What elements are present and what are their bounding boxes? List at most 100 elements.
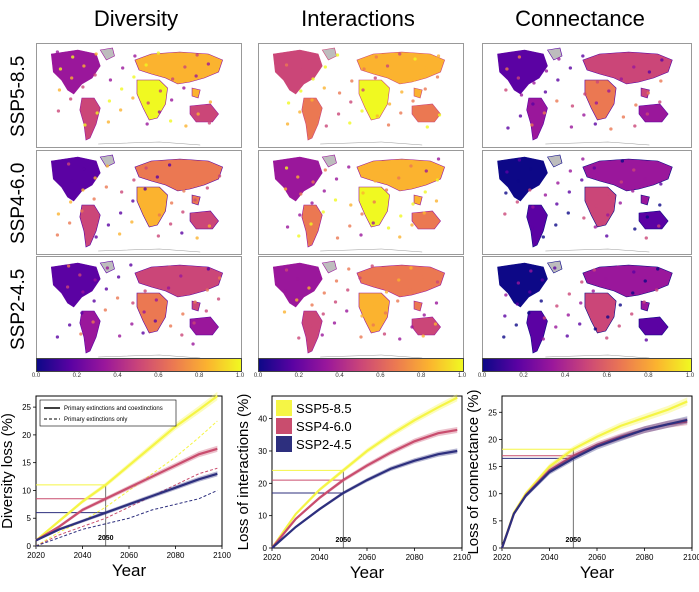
map-cell [335, 236, 340, 240]
map-cell [619, 77, 623, 81]
x-tick-label: 2040 [541, 553, 559, 562]
map-cell [323, 168, 327, 172]
map-cell [605, 234, 609, 238]
x-tick-label: 2080 [406, 553, 424, 562]
map-cell [58, 67, 63, 71]
landmass [413, 300, 423, 312]
map-cell [605, 336, 609, 340]
map-cell [503, 212, 507, 216]
map-cell [295, 298, 299, 302]
map-cell [371, 221, 375, 225]
map-cell [170, 98, 174, 102]
map-cell [309, 324, 313, 328]
map-cell [556, 78, 560, 82]
map-cell [181, 210, 185, 214]
y-tick-label: 40 [258, 415, 267, 424]
map-cell [529, 167, 533, 171]
map-cell [323, 65, 327, 69]
row-label-ssp245: SSP2-4.5 [8, 268, 29, 350]
landmass [356, 51, 446, 85]
series-ssp4-60 [271, 428, 458, 549]
map-cell [183, 65, 187, 69]
map-cell [433, 322, 438, 326]
map-cell [502, 335, 506, 339]
map-cell [191, 342, 195, 346]
map-cell [80, 209, 84, 213]
map-cell [647, 70, 652, 74]
map-cell [606, 213, 610, 217]
map-cell [516, 281, 521, 285]
map-cell [334, 177, 339, 181]
map-cell [359, 335, 363, 339]
map-cell [504, 293, 508, 297]
map-cell [372, 302, 376, 306]
map-cell [411, 202, 415, 206]
map-cell [298, 110, 302, 114]
band-ssp5-85 [502, 397, 688, 550]
map-cell [579, 301, 583, 305]
y-tick-label: 0 [263, 544, 268, 553]
map-cell [180, 333, 184, 337]
landmass [79, 97, 101, 141]
series-ssp4-60 [35, 447, 218, 542]
map-cell [299, 192, 303, 196]
legend-label: Primary extinctions and coextinctions [64, 406, 163, 412]
map-cell [384, 290, 389, 294]
map-cell [423, 190, 427, 194]
map-cell [567, 190, 571, 194]
map-cell [93, 278, 97, 282]
map-cell [657, 224, 661, 228]
landmass [413, 87, 423, 99]
map-cell [425, 125, 429, 129]
row-label-ssp460: SSP4-6.0 [8, 162, 29, 244]
landmass [189, 316, 219, 336]
map-cell [143, 187, 147, 191]
map-cell [205, 186, 209, 190]
map-cell [346, 288, 350, 292]
map-cell [115, 296, 120, 300]
map-cell [335, 53, 340, 57]
map-cell [557, 57, 561, 61]
map-cell [206, 62, 210, 66]
landmass [272, 262, 323, 308]
map-cell [154, 298, 158, 302]
map-cell [436, 54, 441, 58]
x-tick-label: 2080 [167, 551, 185, 560]
landmass [497, 262, 548, 308]
landmass [638, 210, 669, 230]
map-cell [400, 90, 404, 94]
map-cell [168, 222, 173, 226]
landmass [638, 316, 669, 336]
map-cell [631, 189, 635, 193]
map-cell [103, 308, 107, 312]
map-cell [311, 180, 315, 184]
legend: Primary extinctions and coextinctions Pri… [39, 399, 177, 427]
map-cell [345, 309, 349, 313]
legend-label: SSP4-6.0 [296, 419, 352, 434]
map-cell [332, 321, 337, 325]
map-cell [375, 114, 379, 118]
map-cell [334, 279, 339, 283]
series-ssp5-85 [271, 396, 458, 549]
map-cell [592, 268, 596, 272]
map-cell [397, 176, 401, 180]
year-2050-label: 2050 [335, 537, 351, 544]
map-cell [156, 234, 161, 238]
landmass [99, 47, 115, 61]
chart-loss-of-connectance: 0 5 10 15 20 25 2020 2040 2060 2080 2100 Year Loss o… [465, 388, 699, 592]
map-cell [79, 332, 83, 336]
y-axis-label: Loss of connectance (%) [465, 389, 482, 554]
landmass [191, 300, 201, 312]
landmass [411, 210, 441, 230]
map-cell [618, 303, 622, 307]
landmass [356, 264, 446, 298]
landmass [640, 87, 650, 99]
map-cell [386, 226, 391, 230]
map-cell [434, 199, 439, 203]
map-cell [583, 92, 587, 96]
y-axis-label: Diversity loss (%) [0, 413, 16, 529]
map-cell [93, 73, 97, 77]
landmass [584, 186, 617, 228]
map-cell [436, 157, 441, 161]
map-cell [514, 323, 518, 327]
